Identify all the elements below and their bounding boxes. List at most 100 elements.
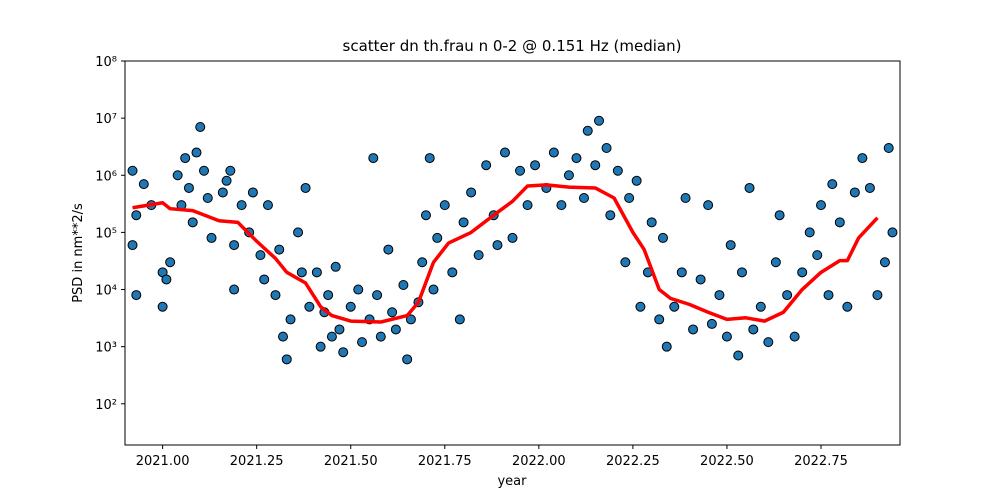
data-point [548, 147, 559, 158]
data-point [797, 267, 808, 278]
y-tick-label: 10⁷ [95, 112, 117, 127]
data-point [180, 153, 191, 164]
data-point [247, 187, 258, 198]
data-point [255, 250, 266, 261]
y-tick-label: 10⁵ [95, 226, 117, 241]
data-point [522, 200, 533, 211]
x-tick-label: 2022.50 [700, 454, 754, 469]
data-point [578, 192, 589, 203]
data-point [646, 217, 657, 228]
data-point [827, 179, 838, 190]
data-point [883, 143, 894, 154]
data-point [454, 314, 465, 325]
y-axis-label: PSD in nm**2/s [71, 203, 86, 303]
data-point [530, 160, 541, 171]
data-point [823, 290, 834, 301]
data-point [428, 284, 439, 295]
data-point [635, 301, 646, 312]
data-point [402, 354, 413, 365]
data-point [187, 217, 198, 228]
data-point [748, 324, 759, 335]
data-point [721, 331, 732, 342]
data-point [262, 200, 273, 211]
data-point [439, 200, 450, 211]
data-point [387, 307, 398, 318]
data-point [612, 165, 623, 176]
data-point [812, 250, 823, 261]
data-point [300, 182, 311, 193]
data-point [274, 244, 285, 255]
median-line [132, 183, 879, 324]
data-point [221, 175, 232, 186]
data-point [706, 318, 717, 329]
data-point [789, 331, 800, 342]
data-point [138, 179, 149, 190]
data-point [157, 301, 168, 312]
data-point [357, 337, 368, 348]
data-point [353, 284, 364, 295]
data-point [202, 192, 213, 203]
data-point [834, 217, 845, 228]
data-point [278, 331, 289, 342]
data-point [733, 350, 744, 361]
x-tick-label: 2021.25 [230, 454, 284, 469]
data-point [492, 240, 503, 251]
data-point [420, 210, 431, 221]
data-point [229, 240, 240, 251]
data-point [270, 290, 281, 301]
data-point [131, 290, 142, 301]
data-point [864, 182, 875, 193]
data-point [782, 290, 793, 301]
data-point [458, 217, 469, 228]
data-point [590, 160, 601, 171]
data-point [703, 200, 714, 211]
data-point [326, 331, 337, 342]
data-point [183, 182, 194, 193]
data-point [571, 153, 582, 164]
data-point [131, 210, 142, 221]
data-point [669, 301, 680, 312]
data-point [556, 200, 567, 211]
data-point [206, 232, 217, 243]
data-point [293, 227, 304, 238]
data-point [127, 240, 138, 251]
data-point [330, 261, 341, 272]
data-point [161, 274, 172, 285]
x-tick-label: 2021.50 [324, 454, 378, 469]
data-point [447, 267, 458, 278]
y-tick-label: 10⁴ [95, 284, 117, 299]
data-point [849, 187, 860, 198]
data-point [661, 341, 672, 352]
data-point [755, 301, 766, 312]
data-point [879, 257, 890, 268]
data-point [424, 153, 435, 164]
data-point [383, 244, 394, 255]
data-point [127, 165, 138, 176]
data-point [338, 347, 349, 358]
data-point [725, 240, 736, 251]
data-point [229, 284, 240, 295]
data-point [857, 153, 868, 164]
data-point [601, 143, 612, 154]
data-point [315, 341, 326, 352]
data-point [432, 232, 443, 243]
data-point [199, 165, 210, 176]
data-point [582, 125, 593, 136]
data-point [815, 200, 826, 211]
data-point [191, 147, 202, 158]
data-point [165, 257, 176, 268]
data-point [842, 301, 853, 312]
data-point [594, 115, 605, 126]
data-point [695, 274, 706, 285]
x-tick-label: 2021.75 [418, 454, 472, 469]
x-tick-label: 2022.25 [606, 454, 660, 469]
data-point [372, 290, 383, 301]
data-point [195, 121, 206, 132]
data-point [473, 250, 484, 261]
data-point [515, 165, 526, 176]
data-point [507, 232, 518, 243]
data-point [375, 331, 386, 342]
y-tick-label: 10³ [95, 341, 117, 356]
